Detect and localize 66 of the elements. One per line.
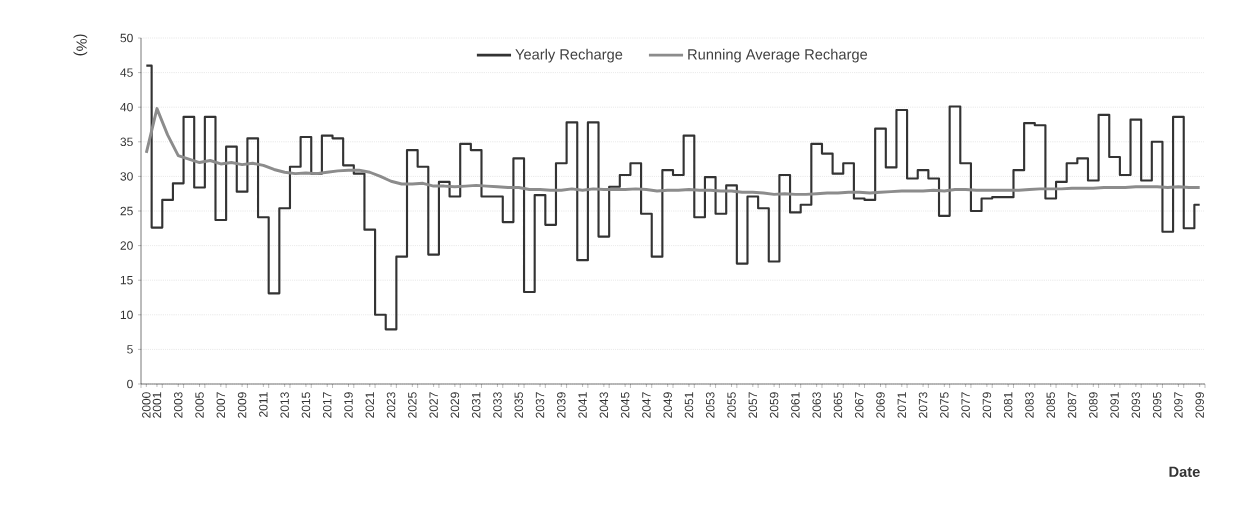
y-tick-label: 45 <box>120 68 133 77</box>
x-tick-label: 2027 <box>429 392 438 418</box>
x-tick-label: 2063 <box>812 392 821 418</box>
x-tick-label: 2071 <box>897 392 907 418</box>
x-axis-title: Date <box>1169 466 1200 477</box>
x-tick-label: 2015 <box>301 392 311 418</box>
x-tick-label: 2011 <box>259 392 268 417</box>
x-tick-label: 2061 <box>791 392 800 418</box>
x-tick-label: 2043 <box>599 392 609 418</box>
x-tick-label: 2073 <box>918 392 928 418</box>
x-tick-label: 2033 <box>493 392 502 418</box>
x-tick-label: 2031 <box>471 392 481 418</box>
x-tick-label: 2001 <box>152 392 162 418</box>
x-tick-label: 2075 <box>940 392 949 418</box>
x-tick-label: 2047 <box>642 392 651 418</box>
x-tick-label: 2000 <box>142 392 151 418</box>
x-tick-label: 2035 <box>514 392 523 418</box>
x-tick-label: 2087 <box>1067 392 1077 418</box>
x-tick-label: 2079 <box>982 392 992 418</box>
x-tick-label: 2065 <box>833 392 843 418</box>
x-tick-label: 2089 <box>1089 392 1098 418</box>
x-tick-label: 2013 <box>280 392 289 418</box>
x-tick-label: 2023 <box>386 392 396 418</box>
x-tick-label: 2051 <box>684 392 694 418</box>
y-tick-label: 10 <box>120 310 133 320</box>
x-tick-label: 2085 <box>1046 392 1055 418</box>
x-tick-label: 2039 <box>557 392 566 418</box>
x-tick-label: 2037 <box>535 392 545 418</box>
x-tick-label: 2005 <box>195 392 204 418</box>
y-tick-label: 0 <box>127 379 133 389</box>
x-tick-label: 2021 <box>365 392 375 418</box>
x-tick-label: 2055 <box>727 392 736 418</box>
x-tick-label: 2097 <box>1174 392 1183 418</box>
legend-label: Yearly Recharge <box>515 48 623 63</box>
x-tick-label: 2049 <box>663 392 672 418</box>
x-tick-label: 2081 <box>1003 392 1013 418</box>
x-tick-label: 2017 <box>322 392 332 418</box>
x-tick-label: 2069 <box>876 392 885 418</box>
legend-label: Running Average Recharge <box>688 48 868 63</box>
y-tick-label: 25 <box>120 206 133 216</box>
x-tick-label: 2029 <box>450 392 460 418</box>
x-tick-label: 2093 <box>1131 392 1141 418</box>
x-tick-label: 2045 <box>620 392 630 418</box>
x-tick-label: 2067 <box>854 392 864 418</box>
y-tick-label: 35 <box>120 137 133 147</box>
x-tick-label: 2059 <box>769 392 779 418</box>
x-tick-label: 2095 <box>1152 392 1162 418</box>
x-tick-label: 2077 <box>961 392 970 418</box>
y-tick-label: 15 <box>120 276 133 285</box>
x-tick-label: 2003 <box>173 392 183 418</box>
x-tick-label: 2019 <box>344 392 353 418</box>
x-tick-label: 2007 <box>216 392 226 418</box>
x-tick-label: 2009 <box>237 392 247 418</box>
y-tick-label: 20 <box>120 241 133 250</box>
x-tick-label: 2025 <box>408 392 417 418</box>
y-axis-title: (%) <box>73 34 88 56</box>
x-tick-label: 2091 <box>1110 392 1119 418</box>
y-tick-label: 50 <box>120 33 133 43</box>
x-tick-label: 2099 <box>1195 392 1204 418</box>
y-tick-label: 30 <box>120 172 133 181</box>
x-tick-label: 2057 <box>748 392 758 418</box>
x-tick-label: 2083 <box>1025 392 1034 418</box>
y-tick-label: 40 <box>120 102 133 112</box>
x-tick-label: 2041 <box>578 392 587 418</box>
x-tick-label: 2053 <box>705 392 715 418</box>
y-tick-label: 5 <box>127 345 133 354</box>
